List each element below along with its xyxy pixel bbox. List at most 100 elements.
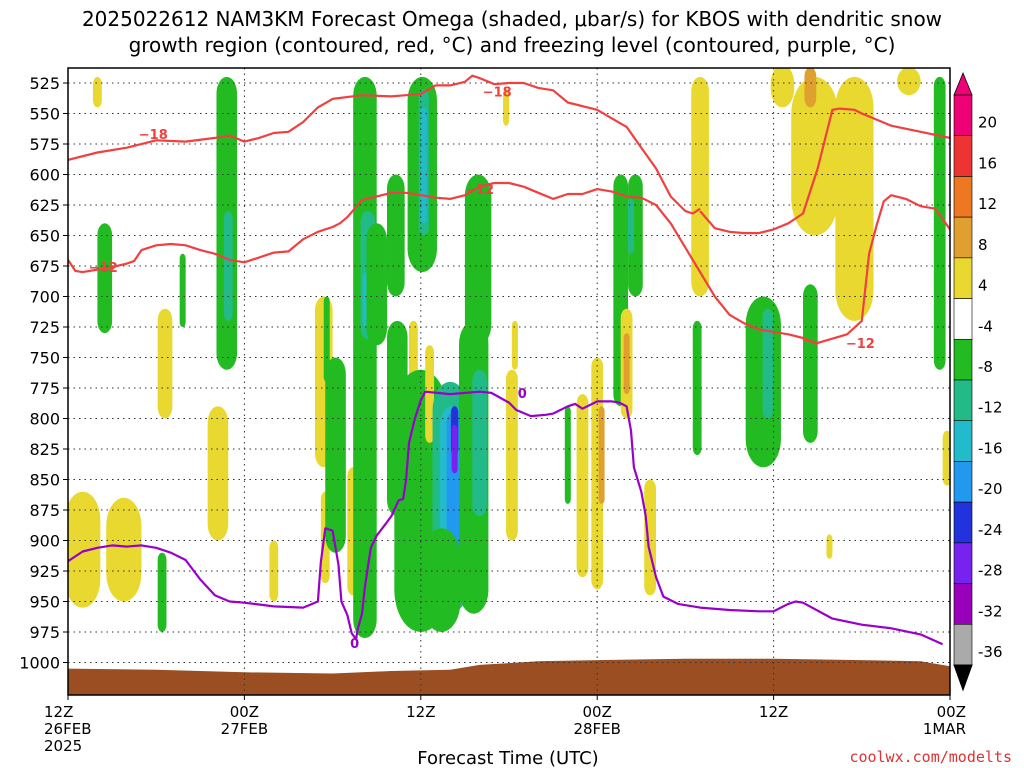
colorbar-bin	[953, 298, 973, 340]
colorbar-bin	[953, 176, 973, 218]
contour-label: 0	[350, 637, 359, 652]
contour-label: −12	[465, 183, 494, 198]
omega-cell	[576, 394, 589, 578]
omega-cell	[692, 320, 702, 456]
omega-cell	[422, 528, 461, 632]
omega-cell	[353, 76, 377, 639]
omega-cell	[157, 552, 167, 632]
colorbar-bin	[953, 461, 973, 503]
y-tick-label: 675	[29, 257, 60, 276]
colorbar-label: -8	[978, 358, 993, 376]
colorbar-label: -32	[978, 602, 1003, 620]
omega-cell	[179, 253, 186, 327]
y-tick-label: 550	[29, 105, 60, 124]
contour-label: 0	[518, 387, 527, 402]
colorbar-bin	[953, 623, 973, 666]
omega-shading	[68, 68, 950, 639]
omega-cell	[157, 308, 173, 419]
x-tick-label: 2025	[44, 737, 82, 755]
x-tick-label: 00Z	[583, 703, 612, 721]
omega-cell	[386, 174, 405, 297]
colorbar-bin	[953, 542, 973, 584]
y-tick-label: 800	[29, 410, 60, 429]
y-tick-label: 700	[29, 288, 60, 307]
x-tick-label: 26FEB	[44, 720, 91, 738]
colorbar-top-arrow	[953, 71, 973, 96]
colorbar-bin	[953, 420, 973, 462]
dgz-contour	[68, 181, 819, 346]
omega-cell	[598, 406, 605, 504]
colorbar-bin	[953, 583, 973, 625]
omega-cell	[420, 107, 427, 224]
omega-cell	[323, 296, 330, 382]
colorbar-bin	[953, 216, 973, 259]
contours	[68, 74, 950, 646]
colorbar-label: -28	[978, 562, 1003, 580]
omega-cell	[92, 76, 102, 108]
omega-cell	[68, 491, 101, 608]
ground-surface	[68, 658, 950, 695]
x-axis-label: Forecast Time (UTC)	[417, 748, 598, 768]
omega-cell	[770, 68, 795, 108]
colorbar-bin	[953, 135, 973, 177]
colorbar-label: -20	[978, 480, 1003, 498]
omega-cell	[762, 308, 773, 419]
omega-cell	[506, 369, 518, 541]
y-axis: 525 550 575 600 625 650 675 700 725 750 775 800 825 8…	[19, 74, 68, 673]
y-tick-label: 750	[29, 349, 60, 368]
y-tick-label: 650	[29, 227, 60, 246]
omega-cell	[835, 76, 874, 321]
x-tick-label: 1MAR	[923, 720, 966, 738]
colorbar-label: -24	[978, 521, 1003, 539]
y-tick-label: 600	[29, 166, 60, 185]
omega-cell	[207, 406, 229, 541]
y-tick-label: 575	[29, 135, 60, 154]
title-line-2: growth region (contoured, red, °C) and f…	[129, 33, 896, 57]
omega-cell	[942, 430, 950, 486]
omega-cell	[803, 284, 818, 443]
omega-cell	[464, 174, 492, 346]
y-tick-label: 525	[29, 74, 60, 93]
colorbar-label: 20	[978, 114, 997, 132]
x-tick-label: 00Z	[937, 703, 966, 721]
omega-cell	[564, 406, 571, 504]
omega-cell	[691, 76, 709, 297]
plot-frame	[67, 67, 951, 696]
credit-text: coolwx.com/modelts	[849, 748, 1012, 766]
colorbar-label: 16	[978, 154, 997, 172]
y-tick-label: 1000	[19, 654, 60, 673]
omega-cell	[106, 497, 142, 602]
colorbar-label: 8	[978, 236, 988, 254]
y-tick-label: 625	[29, 196, 60, 215]
colorbar-bin	[953, 501, 973, 544]
contour-label: −12	[89, 261, 118, 276]
contour-label: −18	[483, 86, 512, 101]
freezing-level-contour	[68, 390, 944, 646]
y-tick-label: 950	[29, 593, 60, 612]
title-line-1: 2025022612 NAM3KM Forecast Omega (shaded…	[82, 7, 942, 31]
colorbar-label: 4	[978, 277, 988, 295]
colorbar-label: -16	[978, 439, 1003, 457]
plot-area: −18 −12 0 −18 −12 −12 0	[67, 67, 951, 696]
omega-cell	[503, 89, 510, 126]
omega-cell	[791, 76, 839, 236]
colorbar-bin	[953, 257, 973, 299]
dgz-contour	[802, 194, 950, 344]
colorbar-label: -4	[978, 317, 993, 335]
y-tick-label: 925	[29, 562, 60, 581]
dgz-contour	[68, 74, 701, 215]
x-tick-label: 12Z	[759, 703, 788, 721]
colorbar-bin	[953, 94, 973, 137]
contour-label: −12	[846, 337, 875, 352]
x-tick-label: 00Z	[230, 703, 259, 721]
colorbar-label: 12	[978, 195, 997, 213]
omega-cell	[897, 68, 921, 96]
omega-cell	[804, 68, 817, 108]
y-tick-label: 975	[29, 623, 60, 642]
omega-cell	[644, 479, 656, 596]
omega-cell	[269, 540, 279, 602]
contour-labels: −18 −12 0 −18 −12 −12 0	[89, 86, 875, 652]
contour-label: −18	[139, 128, 168, 143]
omega-cell	[511, 320, 518, 370]
